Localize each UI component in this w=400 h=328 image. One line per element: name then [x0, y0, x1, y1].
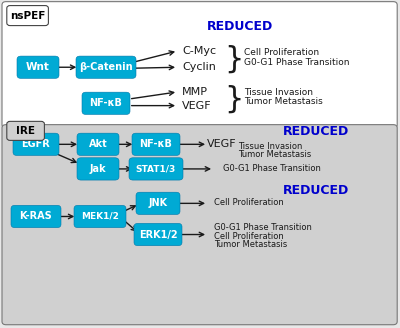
Text: β-Catenin: β-Catenin — [79, 62, 133, 72]
Text: G0-G1 Phase Transition: G0-G1 Phase Transition — [244, 58, 350, 67]
Text: Cell Proliferation: Cell Proliferation — [214, 198, 284, 207]
FancyBboxPatch shape — [77, 158, 119, 180]
Text: MMP: MMP — [182, 87, 208, 97]
Text: Tumor Metastasis: Tumor Metastasis — [214, 240, 287, 249]
Text: Tissue Invasion: Tissue Invasion — [238, 142, 302, 151]
FancyBboxPatch shape — [7, 6, 48, 26]
Text: EGFR: EGFR — [22, 139, 50, 149]
Text: Cell Proliferation: Cell Proliferation — [244, 48, 319, 57]
FancyBboxPatch shape — [2, 2, 397, 128]
Text: }: } — [224, 45, 244, 73]
FancyBboxPatch shape — [17, 56, 59, 78]
Text: Tumor Metastasis: Tumor Metastasis — [238, 150, 311, 159]
Text: G0-G1 Phase Transition: G0-G1 Phase Transition — [214, 223, 312, 233]
FancyBboxPatch shape — [13, 133, 59, 155]
FancyBboxPatch shape — [129, 158, 183, 180]
FancyBboxPatch shape — [2, 125, 397, 325]
FancyBboxPatch shape — [7, 121, 44, 140]
Text: IRE: IRE — [16, 126, 35, 136]
Text: }: } — [224, 84, 244, 113]
FancyBboxPatch shape — [82, 92, 130, 114]
Text: ERK1/2: ERK1/2 — [139, 230, 177, 239]
FancyBboxPatch shape — [134, 223, 182, 246]
Text: Tumor Metastasis: Tumor Metastasis — [244, 97, 323, 106]
FancyBboxPatch shape — [74, 205, 126, 228]
FancyBboxPatch shape — [76, 56, 136, 78]
Text: STAT1/3: STAT1/3 — [136, 164, 176, 174]
Text: REDUCED: REDUCED — [283, 184, 349, 197]
Text: MEK1/2: MEK1/2 — [81, 212, 119, 221]
Text: Jak: Jak — [90, 164, 106, 174]
Text: REDUCED: REDUCED — [207, 20, 273, 33]
Text: G0-G1 Phase Transition: G0-G1 Phase Transition — [223, 164, 321, 174]
Text: Cyclin: Cyclin — [182, 62, 216, 72]
Text: K-RAS: K-RAS — [20, 212, 52, 221]
FancyBboxPatch shape — [136, 192, 180, 215]
Text: VEGF: VEGF — [182, 101, 212, 111]
Text: Tissue Invasion: Tissue Invasion — [244, 88, 313, 97]
Text: nsPEF: nsPEF — [10, 11, 45, 21]
Text: NF-κB: NF-κB — [140, 139, 172, 149]
Text: Cell Proliferation: Cell Proliferation — [214, 232, 284, 241]
Text: VEGF: VEGF — [207, 139, 237, 149]
Text: C-Myc: C-Myc — [182, 46, 216, 56]
Text: Wnt: Wnt — [26, 62, 50, 72]
Text: Akt: Akt — [89, 139, 107, 149]
Text: JNK: JNK — [148, 198, 168, 208]
FancyBboxPatch shape — [11, 205, 61, 228]
FancyBboxPatch shape — [132, 133, 180, 155]
Text: REDUCED: REDUCED — [283, 125, 349, 138]
FancyBboxPatch shape — [77, 133, 119, 155]
Text: NF-κB: NF-κB — [90, 98, 122, 108]
